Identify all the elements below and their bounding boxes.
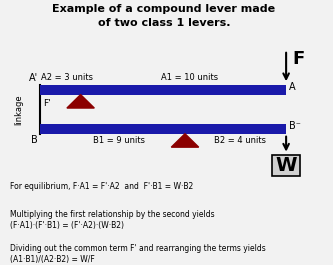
FancyBboxPatch shape: [272, 155, 300, 176]
Polygon shape: [67, 95, 94, 108]
Text: A2 = 3 units: A2 = 3 units: [41, 73, 93, 82]
Text: F': F': [43, 99, 51, 108]
Polygon shape: [171, 134, 199, 147]
Text: linkage: linkage: [14, 94, 23, 125]
Text: Example of a compound lever made
of two class 1 levers.: Example of a compound lever made of two …: [52, 4, 275, 28]
Text: For equilibrium, F·A1 = F'·A2  and  F'·B1 = W·B2: For equilibrium, F·A1 = F'·A2 and F'·B1 …: [10, 182, 194, 191]
Text: F: F: [293, 50, 305, 68]
Text: W: W: [275, 156, 297, 175]
Text: B2 = 4 units: B2 = 4 units: [214, 136, 266, 145]
Bar: [40, 125, 286, 134]
Text: B⁻: B⁻: [289, 121, 301, 131]
Bar: [40, 85, 286, 95]
Text: A: A: [289, 82, 296, 91]
Text: A': A': [29, 73, 38, 83]
Text: B: B: [31, 135, 38, 145]
Text: A1 = 10 units: A1 = 10 units: [161, 73, 218, 82]
Text: Multiplying the first relationship by the second yields
(F·A1)·(F'·B1) = (F'·A2): Multiplying the first relationship by th…: [10, 210, 215, 230]
Text: B1 = 9 units: B1 = 9 units: [93, 136, 145, 145]
Text: Dividing out the common term F' and rearranging the terms yields
(A1·B1)/(A2·B2): Dividing out the common term F' and rear…: [10, 244, 266, 264]
